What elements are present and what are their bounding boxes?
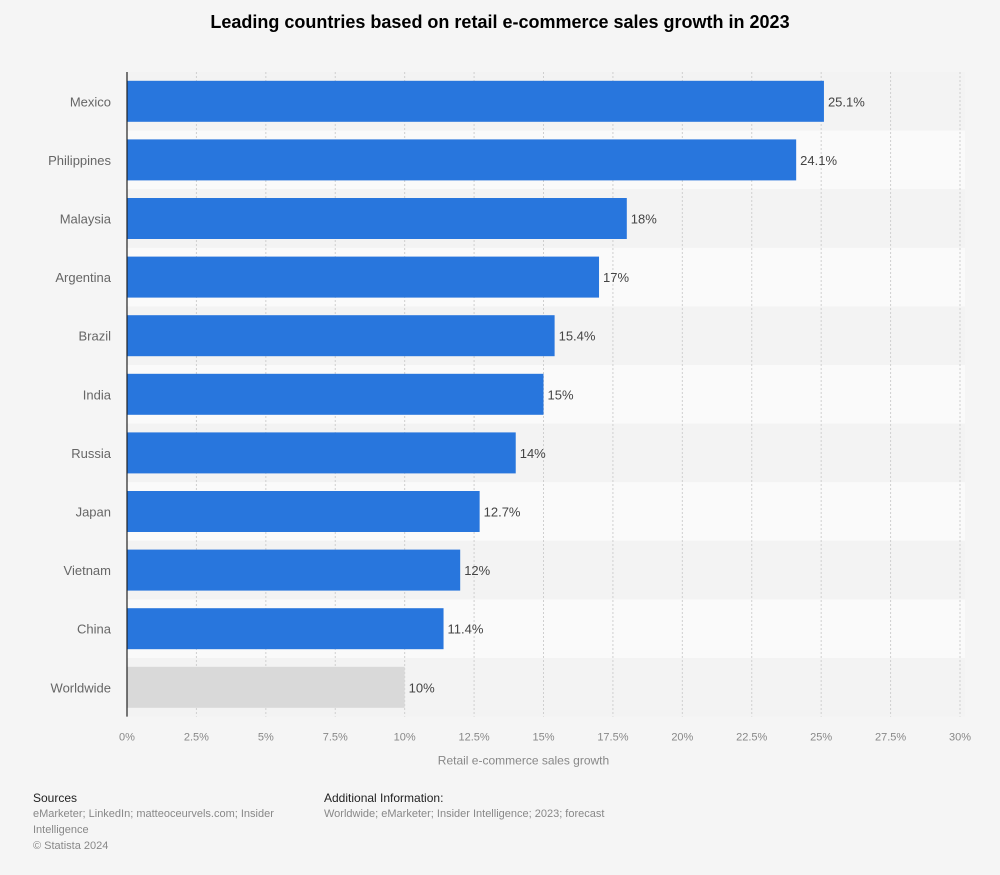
bar xyxy=(127,432,516,474)
x-tick-label: 20% xyxy=(671,732,693,744)
bar xyxy=(127,80,824,122)
x-tick-label: 25% xyxy=(810,732,832,744)
bar xyxy=(127,256,600,298)
x-tick-label: 2.5% xyxy=(184,732,209,744)
data-label: 14% xyxy=(520,446,546,461)
bar xyxy=(127,608,444,650)
data-label: 11.4% xyxy=(448,622,484,637)
additional-info-text: Worldwide; eMarketer; Insider Intelligen… xyxy=(324,808,605,820)
bar xyxy=(127,491,480,532)
y-category-label: Vietnam xyxy=(64,563,111,578)
sources-text: eMarketer; LinkedIn; matteoceurvels.com;… xyxy=(33,808,274,836)
y-category-label: Argentina xyxy=(55,270,111,285)
bar xyxy=(127,549,461,591)
x-tick-label: 15% xyxy=(532,732,554,744)
x-tick-label: 22.5% xyxy=(736,732,767,744)
x-axis-title: Retail e-commerce sales growth xyxy=(438,754,609,768)
data-label: 25.1% xyxy=(828,94,865,109)
x-tick-label: 0% xyxy=(119,732,135,744)
bar xyxy=(127,139,797,181)
data-label: 24.1% xyxy=(800,153,837,168)
y-category-label: Philippines xyxy=(48,153,111,168)
bar xyxy=(127,315,555,357)
data-label: 17% xyxy=(603,270,629,285)
bar xyxy=(127,198,627,239)
copyright: © Statista 2024 xyxy=(33,840,109,852)
x-tick-label: 27.5% xyxy=(875,732,906,744)
data-label: 12% xyxy=(464,563,490,578)
y-category-label: Malaysia xyxy=(60,212,112,227)
additional-info-title: Additional Information: xyxy=(324,791,444,805)
chart-title: Leading countries based on retail e-comm… xyxy=(210,12,790,32)
x-tick-label: 30% xyxy=(949,732,971,744)
y-category-label: Japan xyxy=(76,505,111,520)
y-category-label: Mexico xyxy=(70,94,111,109)
data-label: 10% xyxy=(409,680,435,695)
x-tick-label: 10% xyxy=(394,732,416,744)
x-tick-label: 12.5% xyxy=(458,732,489,744)
x-tick-label: 17.5% xyxy=(597,732,628,744)
y-category-label: India xyxy=(83,387,112,402)
data-label: 18% xyxy=(631,212,657,227)
x-tick-label: 5% xyxy=(258,732,274,744)
bar xyxy=(127,666,405,708)
x-tick-label: 7.5% xyxy=(323,732,348,744)
data-label: 12.7% xyxy=(484,505,521,520)
data-label: 15% xyxy=(548,387,574,402)
y-category-label: China xyxy=(77,622,112,637)
additional-info-block: Additional Information: Worldwide; eMark… xyxy=(324,790,724,822)
sources-block: Sources eMarketer; LinkedIn; matteoceurv… xyxy=(33,790,308,854)
sources-title: Sources xyxy=(33,791,78,805)
y-category-label: Brazil xyxy=(78,329,111,344)
y-category-label: Worldwide xyxy=(51,680,111,695)
y-category-label: Russia xyxy=(71,446,112,461)
data-label: 15.4% xyxy=(559,329,596,344)
bar xyxy=(127,373,544,415)
bar-chart: 0% 2.5% 5% 7.5% 10% 12.5% 15% 17.5% 20% 22.5% 25% 2… xyxy=(48,72,971,768)
